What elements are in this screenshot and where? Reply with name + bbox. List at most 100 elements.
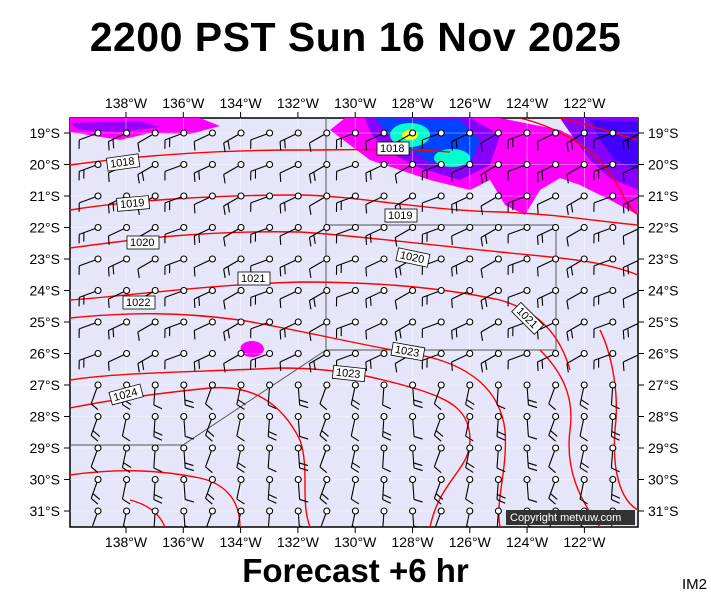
wind-barb bbox=[236, 412, 245, 442]
wind-barb bbox=[193, 349, 216, 371]
wind-barb bbox=[90, 444, 102, 474]
wind-barb bbox=[622, 163, 638, 182]
wind-barb bbox=[164, 129, 188, 149]
wind-barb bbox=[180, 381, 194, 409]
axis-ticks: 138°W 138°W 136°W 136°W 134°W 134°W 132°W 132°W… bbox=[29, 95, 678, 550]
wind-barb bbox=[566, 129, 588, 152]
wind-barb bbox=[78, 192, 102, 212]
wind-barb bbox=[121, 444, 132, 473]
wind-barb bbox=[365, 192, 388, 214]
lon-label: 124°W bbox=[506, 534, 549, 550]
wind-barb bbox=[421, 349, 445, 370]
wind-barb bbox=[622, 352, 638, 371]
wind-barb bbox=[137, 255, 159, 278]
isobar-label: 1019 bbox=[384, 208, 418, 223]
wind-barb bbox=[236, 475, 245, 505]
wind-barb bbox=[465, 444, 475, 473]
wind-barb bbox=[351, 507, 359, 527]
wind-barb bbox=[107, 223, 131, 245]
wind-barb bbox=[180, 444, 194, 472]
wind-barb bbox=[250, 349, 274, 370]
svg-text:1023: 1023 bbox=[335, 367, 361, 381]
wind-barb bbox=[294, 475, 309, 503]
wind-barb bbox=[294, 507, 305, 527]
wind-barb bbox=[193, 129, 216, 151]
wind-barb bbox=[609, 381, 620, 410]
wind-barb bbox=[122, 507, 131, 527]
wind-barb bbox=[507, 160, 531, 181]
lon-label: 132°W bbox=[277, 534, 320, 550]
wind-barb bbox=[308, 160, 331, 184]
wind-barb bbox=[480, 286, 502, 310]
wind-barb bbox=[523, 381, 538, 409]
lat-label: 20°S bbox=[29, 157, 60, 173]
wind-barb bbox=[180, 412, 194, 440]
wind-barb bbox=[536, 349, 560, 371]
wind-barb bbox=[480, 255, 502, 278]
wind-barb bbox=[193, 318, 216, 340]
wind-barb bbox=[164, 223, 188, 244]
wind-barb bbox=[266, 412, 277, 441]
lat-label: 19°S bbox=[648, 125, 679, 141]
lat-label: 27°S bbox=[648, 377, 679, 393]
wind-barb bbox=[365, 349, 388, 371]
lat-label: 28°S bbox=[29, 409, 60, 425]
wind-barb bbox=[451, 160, 474, 182]
wind-barb bbox=[536, 129, 560, 151]
wind-barb bbox=[523, 444, 538, 472]
wind-barb bbox=[279, 349, 302, 371]
wind-barb bbox=[250, 318, 274, 338]
wind-barb bbox=[465, 507, 474, 527]
isobar-label: 1022 bbox=[122, 295, 156, 310]
wind-barb bbox=[394, 223, 417, 247]
wind-barb bbox=[421, 223, 445, 244]
wind-barb bbox=[523, 412, 538, 440]
wind-barb bbox=[622, 226, 638, 245]
wind-barb bbox=[494, 507, 502, 527]
wind-barb bbox=[164, 192, 188, 212]
wind-barb bbox=[350, 475, 360, 505]
wind-barb bbox=[593, 160, 617, 181]
lat-label: 31°S bbox=[648, 503, 679, 519]
wind-barb bbox=[279, 160, 302, 182]
wind-barb bbox=[409, 475, 423, 503]
wind-barb bbox=[164, 160, 188, 181]
wind-barb bbox=[205, 412, 216, 442]
wind-barb bbox=[335, 255, 359, 275]
wind-barb bbox=[365, 255, 388, 277]
lon-label: 136°W bbox=[162, 95, 205, 111]
wind-barb bbox=[566, 349, 588, 373]
wind-barb bbox=[548, 475, 560, 505]
copyright-notice: Copyright metvuw.com bbox=[506, 510, 635, 525]
wind-barb bbox=[394, 318, 417, 341]
wind-barb bbox=[294, 444, 309, 472]
wind-barb bbox=[335, 192, 359, 212]
wind-barb bbox=[507, 223, 531, 244]
wind-barb bbox=[579, 412, 588, 442]
lat-label: 28°S bbox=[648, 409, 679, 425]
lat-label: 21°S bbox=[29, 188, 60, 204]
wind-barb bbox=[151, 444, 163, 473]
wind-barb bbox=[593, 192, 617, 212]
wind-barb bbox=[451, 318, 474, 340]
wind-barb bbox=[335, 286, 359, 307]
wind-barb bbox=[320, 507, 331, 527]
lat-label: 30°S bbox=[29, 472, 60, 488]
wind-barb bbox=[223, 223, 245, 247]
lat-label: 23°S bbox=[29, 251, 60, 267]
wind-barb bbox=[205, 444, 216, 474]
isobar-label: 1020 bbox=[395, 247, 431, 268]
wind-barb bbox=[433, 475, 445, 505]
lon-label: 138°W bbox=[105, 95, 148, 111]
lon-label: 130°W bbox=[334, 534, 377, 550]
wind-barb bbox=[335, 129, 359, 149]
wind-barb bbox=[78, 129, 102, 149]
wind-barb bbox=[223, 255, 245, 278]
wind-barb bbox=[507, 192, 531, 212]
wind-barb bbox=[319, 444, 331, 474]
wind-barb bbox=[579, 444, 589, 473]
wind-barb bbox=[319, 412, 331, 442]
wind-barb bbox=[308, 129, 331, 152]
wind-barb bbox=[494, 381, 506, 410]
wind-barb bbox=[107, 349, 131, 371]
